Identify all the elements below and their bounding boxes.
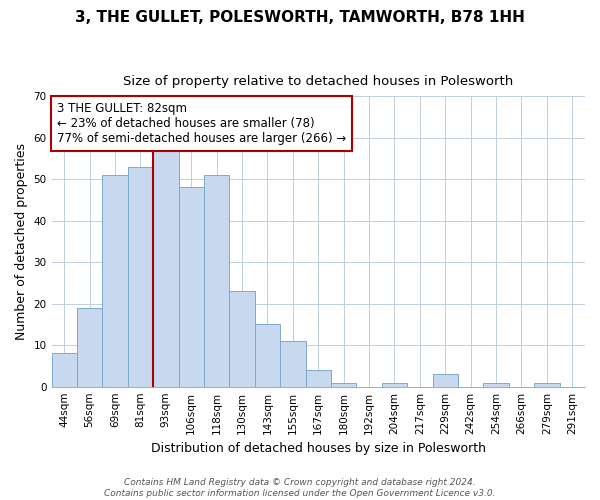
Title: Size of property relative to detached houses in Polesworth: Size of property relative to detached ho… [123,75,514,88]
Bar [484,382,509,386]
Text: 3, THE GULLET, POLESWORTH, TAMWORTH, B78 1HH: 3, THE GULLET, POLESWORTH, TAMWORTH, B78… [75,10,525,25]
Bar [179,188,204,386]
Bar [77,308,103,386]
Bar [331,382,356,386]
Bar [433,374,458,386]
Bar [280,341,305,386]
Bar [305,370,331,386]
Bar [103,175,128,386]
Text: Contains HM Land Registry data © Crown copyright and database right 2024.
Contai: Contains HM Land Registry data © Crown c… [104,478,496,498]
Bar [153,150,179,386]
X-axis label: Distribution of detached houses by size in Polesworth: Distribution of detached houses by size … [151,442,486,455]
Bar [204,175,229,386]
Bar [255,324,280,386]
Bar [382,382,407,386]
Bar [534,382,560,386]
Bar [229,291,255,386]
Y-axis label: Number of detached properties: Number of detached properties [15,143,28,340]
Bar [128,166,153,386]
Bar [52,354,77,386]
Text: 3 THE GULLET: 82sqm
← 23% of detached houses are smaller (78)
77% of semi-detach: 3 THE GULLET: 82sqm ← 23% of detached ho… [57,102,346,145]
